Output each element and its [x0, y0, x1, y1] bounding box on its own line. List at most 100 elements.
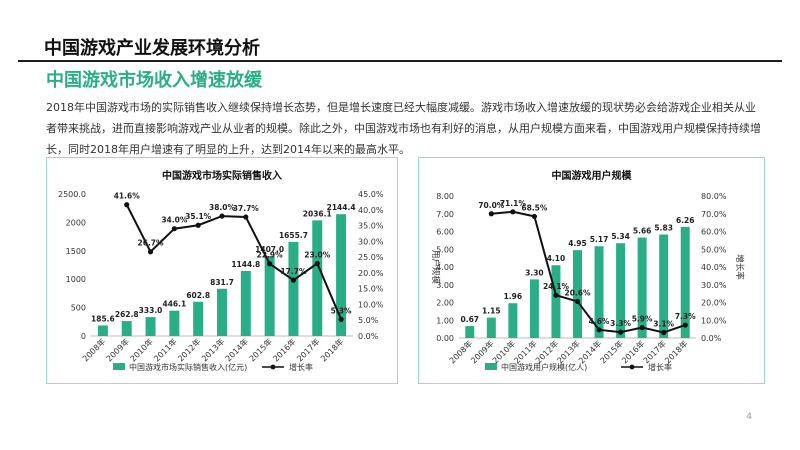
- chart-title: 中国游戏市场实际销售收入: [162, 169, 282, 182]
- growth-rate-label: 5.9%: [632, 315, 653, 324]
- y-tick-label: 8.00: [436, 192, 454, 201]
- x-tick-label: 2010年: [490, 338, 517, 365]
- x-tick-label: 2011年: [512, 338, 539, 365]
- bar-value-label: 1144.8: [231, 260, 260, 269]
- users-chart-panel: 中国游戏用户规模 0.00 1.00 2.00 3.00 4.00 5.00 6.00 7.00…: [418, 157, 765, 384]
- y2-tick-label: 5.0%: [358, 316, 379, 325]
- bar: [336, 214, 347, 336]
- x-tick-label: 2011年: [152, 336, 179, 363]
- chart-title: 中国游戏用户规模: [552, 169, 633, 182]
- bar-value-label: 185.6: [91, 314, 115, 323]
- growth-rate-point: [596, 327, 602, 333]
- x-tick-label: 2009年: [469, 338, 496, 365]
- growth-rate-point: [488, 211, 494, 217]
- y2-tick-label: 60.0%: [701, 228, 727, 237]
- y2-tick-label: 20.0%: [358, 269, 384, 278]
- y-axis-title: 用户规模: [430, 250, 441, 285]
- bar: [529, 279, 539, 338]
- growth-rate-point: [553, 292, 559, 298]
- growth-rate-point: [147, 249, 154, 255]
- growth-rate-label: 22.9%: [257, 251, 284, 260]
- bar: [145, 317, 156, 336]
- y2-tick-label: 15.0%: [358, 285, 384, 294]
- growth-rate-label: 37.7%: [233, 204, 260, 213]
- x-tick-label: 2010年: [128, 336, 155, 363]
- growth-rate-point: [267, 261, 273, 267]
- bar: [169, 310, 180, 336]
- bar: [312, 220, 323, 336]
- legend-bar-swatch: [485, 363, 497, 370]
- bar-value-label: 5.17: [590, 235, 609, 244]
- bar-value-label: 1.96: [504, 292, 523, 301]
- growth-rate-label: 24.1%: [543, 282, 570, 291]
- growth-rate-label: 38.0%: [209, 203, 236, 212]
- y2-tick-label: 0.0%: [701, 334, 722, 343]
- bar: [217, 288, 227, 336]
- bar: [288, 241, 299, 336]
- bar-value-label: 2144.4: [327, 203, 356, 212]
- x-tick-label: 2015年: [598, 338, 625, 365]
- legend-line-marker: [270, 364, 276, 370]
- bar-value-label: 2036.1: [303, 209, 332, 218]
- x-tick-label: 2016年: [271, 336, 298, 363]
- x-tick-label: 2014年: [223, 336, 250, 363]
- growth-rate-label: 35.1%: [185, 212, 212, 221]
- y-tick-label: 1.00: [436, 316, 454, 325]
- growth-rate-label: 5.3%: [331, 306, 352, 315]
- growth-rate-label: 70.0%: [478, 201, 505, 210]
- growth-rate-point: [617, 329, 624, 335]
- bar-value-label: 446.1: [162, 300, 186, 309]
- bar-value-label: 5.34: [611, 232, 630, 241]
- y2-tick-label: 70.0%: [701, 210, 727, 219]
- y-tick-label: 3.00: [436, 281, 454, 290]
- y2-tick-label: 45.0%: [358, 190, 384, 199]
- revenue-chart-panel: 中国游戏市场实际销售收入 0 500 1000 1500 2000 2500.0 0.0% 5.…: [46, 157, 398, 384]
- x-tick-label: 2018年: [318, 336, 345, 363]
- title-divider: [18, 60, 782, 62]
- page-number: 4: [746, 412, 752, 422]
- growth-rate-point: [531, 213, 538, 220]
- x-tick-label: 2013年: [199, 336, 226, 363]
- y2-tick-label: 50.0%: [701, 245, 727, 254]
- y-tick-label: 4.00: [436, 263, 454, 272]
- legend-line-marker: [629, 364, 635, 370]
- y-tick-label: 2000: [66, 218, 86, 227]
- x-tick-label: 2016年: [619, 338, 646, 365]
- growth-rate-label: 71.1%: [500, 199, 527, 208]
- bar-value-label: 5.66: [633, 227, 652, 236]
- bar-value-label: 831.7: [210, 278, 234, 287]
- bar: [486, 317, 496, 338]
- bar: [121, 321, 132, 336]
- users-chart: 中国游戏用户规模 0.00 1.00 2.00 3.00 4.00 5.00 6.00 7.00…: [430, 169, 745, 372]
- bar-value-label: 5.83: [654, 224, 673, 233]
- growth-rate-label: 3.3%: [610, 319, 631, 328]
- bar: [508, 303, 518, 338]
- y-tick-label: 5.00: [436, 245, 454, 254]
- y-tick-label: 2.00: [436, 299, 454, 308]
- x-tick-label: 2012年: [533, 338, 560, 365]
- y2-tick-label: 25.0%: [358, 253, 384, 262]
- growth-rate-label: 3.1%: [653, 319, 674, 328]
- x-tick-label: 2017年: [295, 336, 322, 363]
- bar-value-label: 1.15: [482, 307, 501, 316]
- growth-rate-point: [682, 322, 688, 328]
- bar-value-label: 602.8: [186, 291, 210, 300]
- growth-rate-label: 26.7%: [138, 239, 165, 248]
- bar: [240, 270, 251, 336]
- y2-tick-label: 10.0%: [701, 316, 727, 325]
- y-tick-label: 1000: [66, 275, 86, 284]
- y2-tick-label: 80.0%: [701, 192, 727, 201]
- y2-axis-title: 增长率: [734, 254, 745, 280]
- legend-bar-label: 中国游戏市场实际销售收入(亿元): [129, 362, 247, 372]
- y2-tick-label: 20.0%: [701, 299, 727, 308]
- y-tick-label: 6.00: [436, 228, 454, 237]
- bar-value-label: 333.0: [139, 306, 163, 315]
- y-tick-label: 500: [71, 304, 86, 313]
- y-tick-label: 1500: [66, 247, 86, 256]
- y2-tick-label: 10.0%: [358, 300, 384, 309]
- y2-tick-label: 30.0%: [701, 281, 727, 290]
- x-tick-label: 2012年: [175, 336, 202, 363]
- bar: [594, 246, 604, 338]
- bar: [659, 234, 669, 338]
- legend-line-label: 增长率: [648, 362, 672, 372]
